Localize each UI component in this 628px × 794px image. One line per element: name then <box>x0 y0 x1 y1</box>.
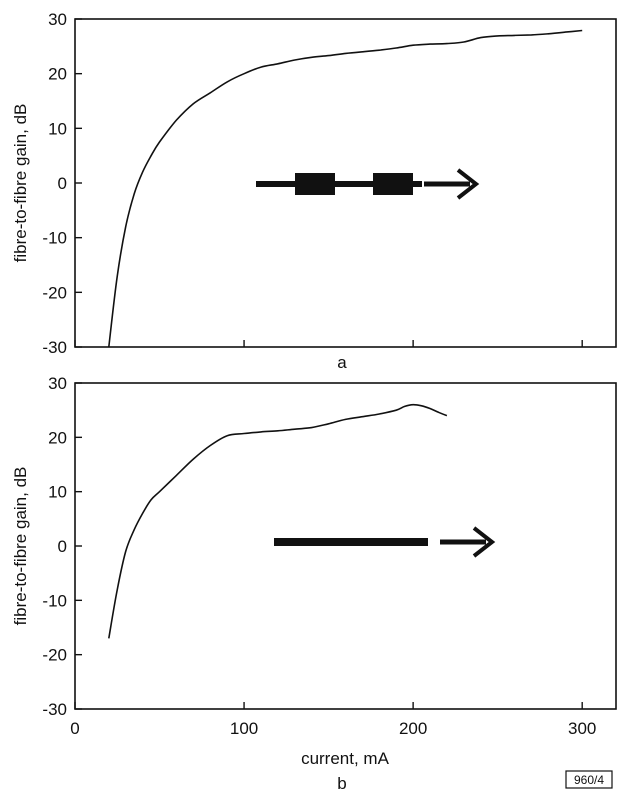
x-axis-ticks-b: 0 100 200 300 <box>70 702 596 738</box>
panel-a: 30 20 10 0 -10 -20 -30 fibre-to-fibre gain, dB… <box>11 10 617 372</box>
y-axis-ticks-a: 30 20 10 0 -10 -20 -30 <box>42 10 82 357</box>
figure-code-text: 960/4 <box>574 773 604 787</box>
x-tick-label: 100 <box>230 719 258 738</box>
y-tick-label: -20 <box>42 646 67 665</box>
arrow-with-solid-bar-icon <box>274 526 496 558</box>
y-tick-label: 10 <box>48 483 67 502</box>
y-axis-title-a: fibre-to-fibre gain, dB <box>11 104 30 263</box>
y-tick-label: 30 <box>48 10 67 29</box>
x-axis-ticks-a <box>74 340 583 347</box>
x-tick-label: 300 <box>568 719 596 738</box>
y-axis-ticks-b: 30 20 10 0 -10 -20 -30 <box>42 374 82 719</box>
y-tick-label: -20 <box>42 283 67 302</box>
y-tick-label: -10 <box>42 229 67 248</box>
panel-label-b: b <box>337 774 346 793</box>
series-line-a <box>108 29 583 348</box>
x-tick-label: 0 <box>70 719 79 738</box>
y-tick-label: -30 <box>42 338 67 357</box>
y-axis-title-b: fibre-to-fibre gain, dB <box>11 467 30 626</box>
figure-code-badge: 960/4 <box>565 770 613 789</box>
x-axis-title-b: current, mA <box>301 749 390 768</box>
y-tick-label: -30 <box>42 700 67 719</box>
y-tick-label: 0 <box>58 174 67 193</box>
y-tick-label: 20 <box>48 65 67 84</box>
arrow-with-two-blocks-icon <box>256 168 480 200</box>
y-tick-label: -10 <box>42 591 67 610</box>
x-tick-label: 200 <box>399 719 427 738</box>
series-line-b <box>108 403 448 639</box>
panel-label-a: a <box>337 353 347 372</box>
y-tick-label: 0 <box>58 537 67 556</box>
y-tick-label: 20 <box>48 428 67 447</box>
y-tick-label: 30 <box>48 374 67 393</box>
y-tick-label: 10 <box>48 119 67 138</box>
